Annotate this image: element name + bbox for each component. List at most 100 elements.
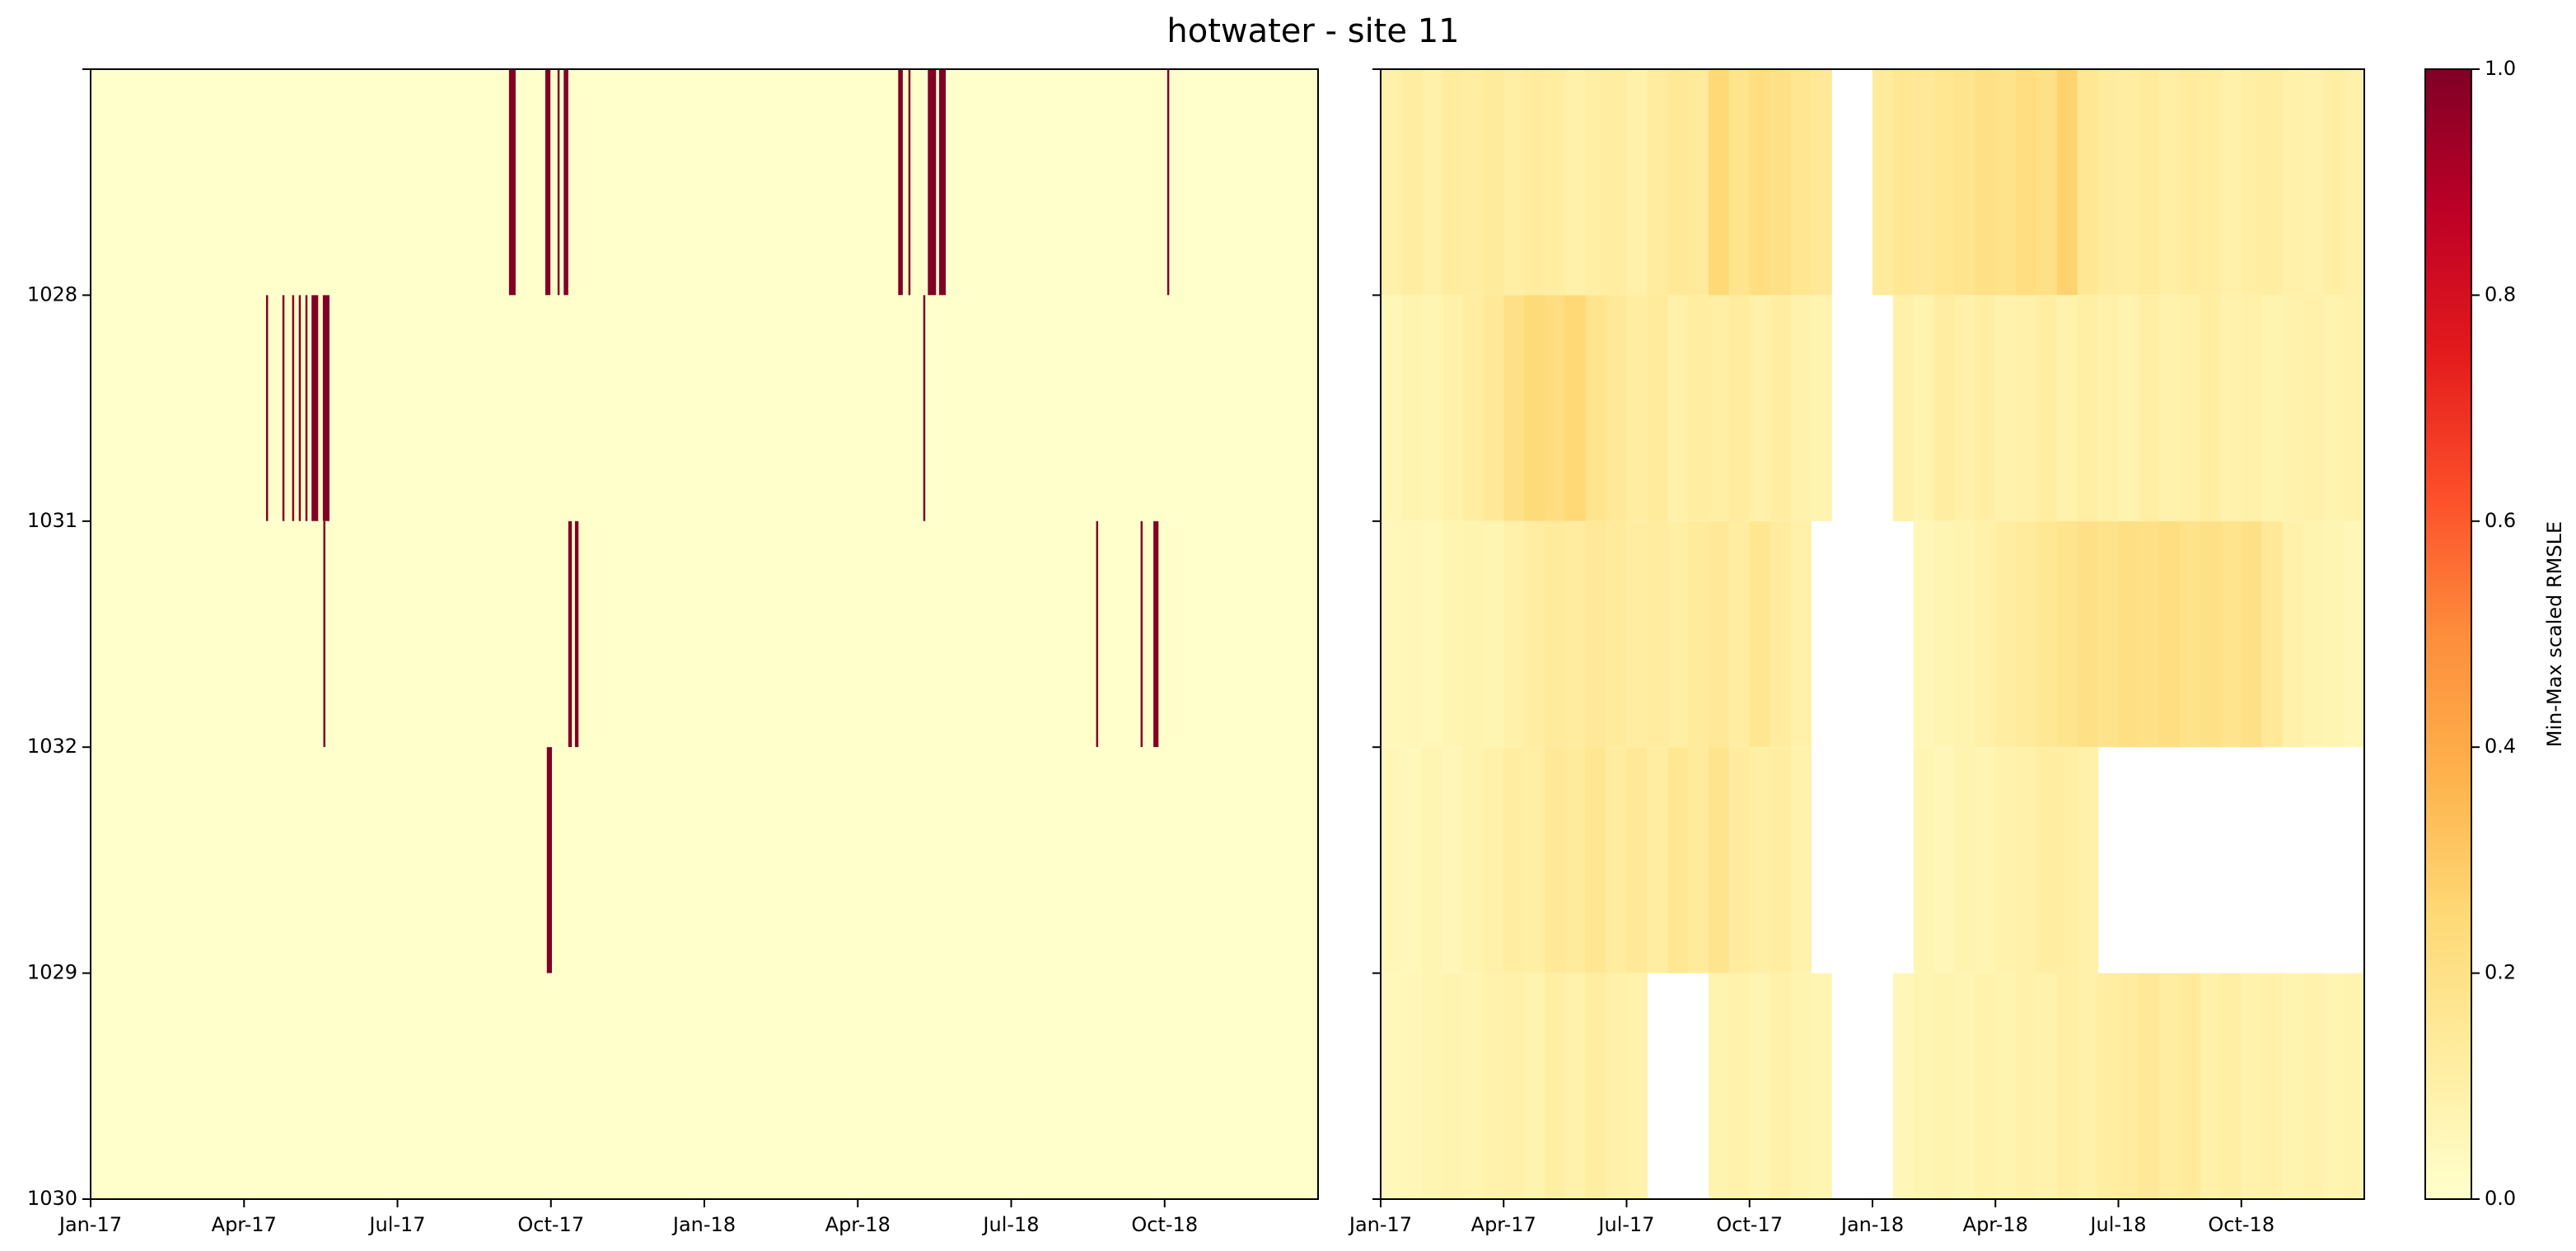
event-cell [557,69,560,296]
heat-cell [1524,69,1545,296]
heat-cell [1606,973,1628,1199]
heat-cell [1421,747,1443,973]
event-cell [282,295,285,521]
heat-cell [1995,520,2017,748]
colorbar-label: Min-Max scaled RMSLE [2543,521,2566,747]
heat-cell [2056,747,2078,973]
heat-cell [1790,973,1812,1199]
heat-cell [1975,520,1996,748]
x-tick-label: Jul-17 [367,1213,425,1236]
heat-cell [1585,69,1607,296]
colorbar-tick-label: 0.2 [2485,961,2516,984]
heat-cell [2261,973,2284,1199]
heat-cell [2097,520,2120,748]
heat-cell [2180,295,2201,521]
heat-cell [2282,973,2303,1199]
heat-cell [2241,520,2263,748]
heat-cell [2323,520,2345,748]
heat-cell [1892,295,1914,521]
heat-cell [2344,520,2365,748]
heat-cell [1585,747,1607,973]
heat-cell [2118,973,2139,1199]
heat-cell [2159,520,2181,748]
heat-cell [2056,295,2078,521]
heat-cell [1545,69,1566,296]
heat-cell [1381,295,1402,521]
heat-cell [1933,747,1956,973]
heat-cell [1709,295,1730,521]
heat-cell [1995,295,2017,521]
event-cell [265,295,269,521]
heat-cell [2241,295,2263,521]
heat-cell [2016,295,2037,521]
heat-cell [2323,973,2345,1199]
event-cell [908,69,911,296]
heat-cell [1400,69,1423,296]
x-tick-label: Jan-18 [671,1213,736,1236]
heat-cell [1770,973,1792,1199]
heat-cell [2323,295,2345,521]
heat-cell [1728,973,1751,1199]
event-cell [545,69,551,296]
x-tick-label: Jul-17 [1597,1213,1654,1236]
heat-cell [2016,69,2037,296]
event-cell [1166,69,1170,296]
x-tick-label: Jul-18 [2088,1213,2146,1236]
heat-cell [1770,295,1792,521]
heat-cell [2139,69,2160,296]
heat-cell [2077,520,2099,748]
heat-cell [1667,295,1689,521]
heat-cell [1790,69,1812,296]
heat-cell [2036,69,2058,296]
heat-cell [1442,69,1464,296]
heat-cell [1503,747,1525,973]
x-tick-label: Jul-18 [981,1213,1039,1236]
heat-cell [1421,520,1443,748]
heat-cell [2097,69,2120,296]
heat-cell [1667,69,1689,296]
heat-cell [1933,520,1956,748]
heat-cell [1400,295,1423,521]
heat-cell [1688,520,1709,748]
heat-cell [2036,973,2058,1199]
heat-cell [2200,520,2222,748]
heat-cell [1913,69,1935,296]
heat-cell [1995,973,2017,1199]
heat-cell [1442,973,1464,1199]
heat-cell [1647,295,1668,521]
heat-cell [1483,973,1504,1199]
heat-cell [1749,69,1771,296]
heat-cell [1913,295,1935,521]
chart-title: hotwater - site 11 [1166,12,1459,50]
heat-cell [1995,69,2017,296]
heat-cell [2261,520,2284,748]
heat-cell [1790,295,1812,521]
event-cell [298,295,302,521]
heat-cell [1545,295,1566,521]
event-cell [938,69,947,296]
heat-cell [1421,69,1443,296]
event-cell [923,295,926,521]
heat-cell [2344,295,2365,521]
heat-cell [1790,520,1812,748]
heat-cell [1381,69,1402,296]
heat-cell [2056,973,2078,1199]
event-cell [546,747,552,973]
heat-cell [1913,520,1935,748]
event-cell [928,69,937,296]
event-cell [574,520,579,748]
heat-cell [1933,295,1956,521]
heat-cell [91,295,1318,521]
event-cell [508,69,516,296]
heat-cell [1524,295,1545,521]
heat-cell [1688,747,1709,973]
heat-cell [2139,520,2160,748]
heat-cell [2036,520,2058,748]
heat-cell [1442,520,1464,748]
heat-cell [2159,295,2181,521]
heat-cell [2261,69,2284,296]
heat-cell [2077,747,2099,973]
heat-cell [1503,69,1525,296]
y-tick-label: 1028 [27,282,77,306]
y-tick-label: 1029 [27,961,77,984]
